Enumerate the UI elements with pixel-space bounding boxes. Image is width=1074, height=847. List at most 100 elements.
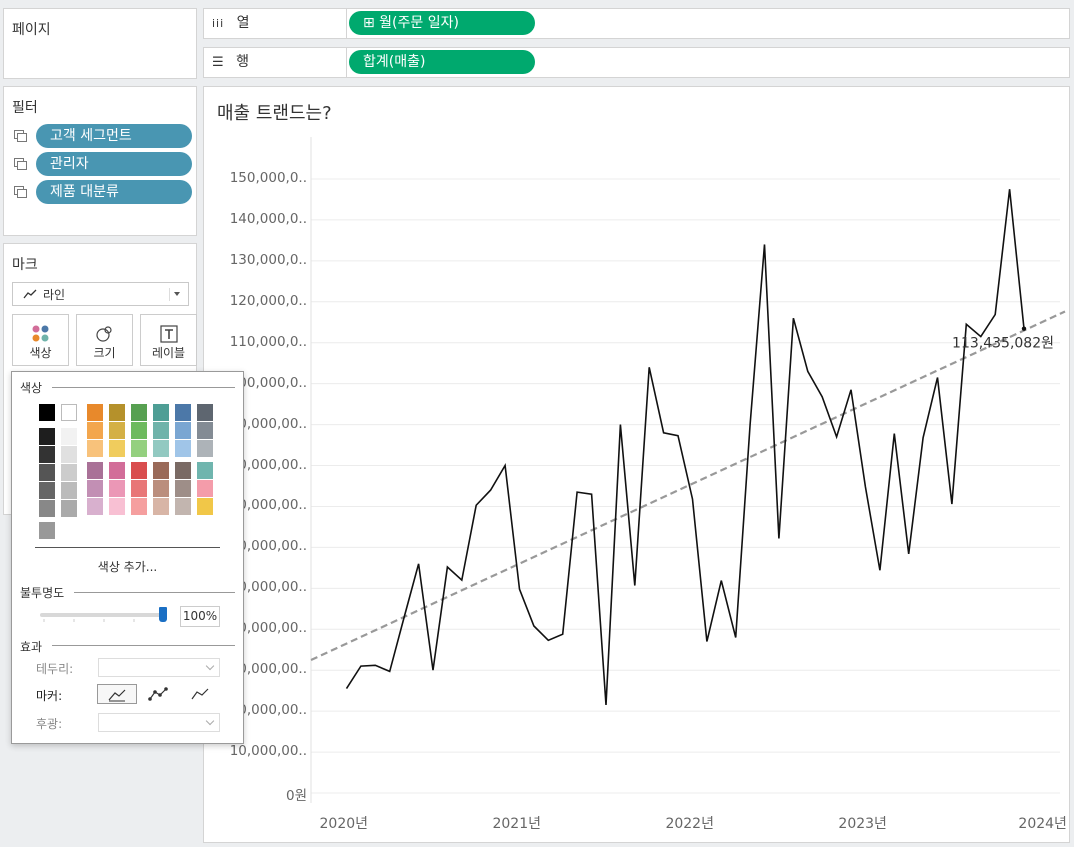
color-swatch[interactable] [61, 482, 77, 499]
color-swatch[interactable] [131, 480, 147, 497]
marker-line-only-option[interactable] [180, 684, 220, 704]
color-swatch[interactable] [153, 422, 169, 439]
y-tick-label: 60,000,00.. [229, 538, 307, 555]
color-swatch[interactable] [61, 446, 77, 463]
color-swatch[interactable] [153, 480, 169, 497]
sales-line-chart[interactable]: 113,435,082원 [204, 87, 1071, 844]
y-tick-label: 100,000,0.. [229, 374, 307, 391]
add-color-link[interactable]: 색상 추가... [97, 560, 158, 574]
pages-title: 페이지 [12, 22, 51, 38]
mark-size-button[interactable]: 크기 [76, 314, 133, 366]
color-swatch[interactable] [61, 500, 77, 517]
color-swatch[interactable] [175, 498, 191, 515]
rows-shelf-label: ☰ 행 [204, 48, 347, 77]
filter-manager[interactable]: 관리자 [14, 152, 192, 176]
color-swatch[interactable] [175, 404, 191, 421]
x-tick-label: 2020년 [319, 816, 369, 832]
opacity-input[interactable]: 100% [180, 606, 220, 627]
x-tick-label: 2023년 [838, 816, 887, 832]
color-swatch[interactable] [109, 422, 125, 439]
color-icon [32, 325, 48, 342]
line-no-marker-icon [108, 689, 126, 702]
color-swatch[interactable] [175, 422, 191, 439]
color-swatch[interactable] [87, 480, 103, 497]
x-tick-label: 2024년 [1018, 816, 1067, 832]
halo-dropdown[interactable] [98, 713, 220, 732]
color-swatch[interactable] [39, 500, 55, 517]
color-swatch[interactable] [87, 462, 103, 479]
color-swatch[interactable] [131, 440, 147, 457]
color-swatch[interactable] [39, 482, 55, 499]
color-swatch[interactable] [197, 404, 213, 421]
color-swatch[interactable] [87, 440, 103, 457]
filters-title: 필터 [12, 100, 38, 116]
color-swatch[interactable] [131, 462, 147, 479]
y-tick-label: 0원 [285, 788, 307, 804]
effects-section-title: 효과 [20, 640, 43, 654]
filter-pill[interactable]: 관리자 [36, 152, 192, 176]
border-dropdown[interactable] [98, 658, 220, 677]
rows-shelf[interactable]: ☰ 행 합계(매출) [203, 47, 1070, 78]
color-swatch[interactable] [131, 422, 147, 439]
marker-none-option[interactable] [97, 684, 137, 704]
mark-color-button[interactable]: 색상 [12, 314, 69, 366]
mark-label-label: 레이블 [151, 346, 186, 360]
filter-pill[interactable]: 제품 대분류 [36, 180, 192, 204]
filter-customer-segment[interactable]: 고객 세그먼트 [14, 124, 192, 148]
color-swatch[interactable] [109, 498, 125, 515]
color-swatch[interactable] [61, 428, 77, 445]
color-swatch[interactable] [197, 462, 213, 479]
y-tick-label: 150,000,0.. [229, 170, 307, 186]
row-pill-sum-sales[interactable]: 합계(매출) [349, 50, 535, 74]
color-swatch[interactable] [87, 498, 103, 515]
columns-shelf[interactable]: iii 열 ⊞ 월(주문 일자) [203, 8, 1070, 39]
chevron-down-icon[interactable] [169, 288, 183, 301]
y-tick-label: 50,000,00.. [229, 579, 307, 596]
color-swatch[interactable] [39, 428, 55, 445]
color-swatch[interactable] [153, 498, 169, 515]
color-swatch[interactable] [153, 404, 169, 421]
color-swatch[interactable] [175, 440, 191, 457]
marker-all-option[interactable] [138, 684, 178, 704]
color-swatch[interactable] [131, 404, 147, 421]
color-swatch[interactable] [153, 462, 169, 479]
end-value-label: 113,435,082원 [952, 336, 1054, 352]
color-swatch[interactable] [39, 464, 55, 481]
color-swatch[interactable] [39, 404, 55, 421]
color-swatch[interactable] [175, 462, 191, 479]
color-swatch[interactable] [109, 404, 125, 421]
filter-icon [14, 130, 28, 142]
color-swatch[interactable] [175, 480, 191, 497]
mark-type-dropdown[interactable]: 라인 [12, 282, 189, 306]
color-swatch[interactable] [197, 440, 213, 457]
color-swatch[interactable] [87, 422, 103, 439]
color-swatch[interactable] [61, 464, 77, 481]
color-swatch[interactable] [109, 462, 125, 479]
color-swatch[interactable] [87, 404, 103, 421]
color-swatch[interactable] [197, 498, 213, 515]
sales-series-line[interactable] [345, 189, 1025, 706]
color-swatch[interactable] [131, 498, 147, 515]
opacity-slider[interactable] [40, 613, 166, 617]
mark-label-button[interactable]: 레이블 [140, 314, 197, 366]
filter-pill[interactable]: 고객 세그먼트 [36, 124, 192, 148]
pages-panel: 페이지 [3, 8, 197, 79]
color-swatch[interactable] [109, 480, 125, 497]
line-chart-icon [23, 289, 37, 299]
color-swatch[interactable] [197, 480, 213, 497]
color-swatch[interactable] [39, 522, 55, 539]
filter-product-category[interactable]: 제품 대분류 [14, 180, 192, 204]
column-pill-month-order-date[interactable]: ⊞ 월(주문 일자) [349, 11, 535, 35]
end-point-marker[interactable] [1021, 326, 1027, 331]
color-swatch[interactable] [61, 404, 77, 421]
color-swatch[interactable] [39, 446, 55, 463]
opacity-slider-handle[interactable] [159, 607, 167, 622]
trend-line[interactable] [310, 310, 1066, 661]
color-swatch[interactable] [153, 440, 169, 457]
line-all-markers-icon [148, 687, 168, 701]
mark-size-label: 크기 [93, 346, 116, 360]
color-swatch[interactable] [197, 422, 213, 439]
color-swatch[interactable] [109, 440, 125, 457]
y-tick-label: 30,000,00.. [229, 661, 307, 678]
text-label-icon [159, 325, 178, 343]
